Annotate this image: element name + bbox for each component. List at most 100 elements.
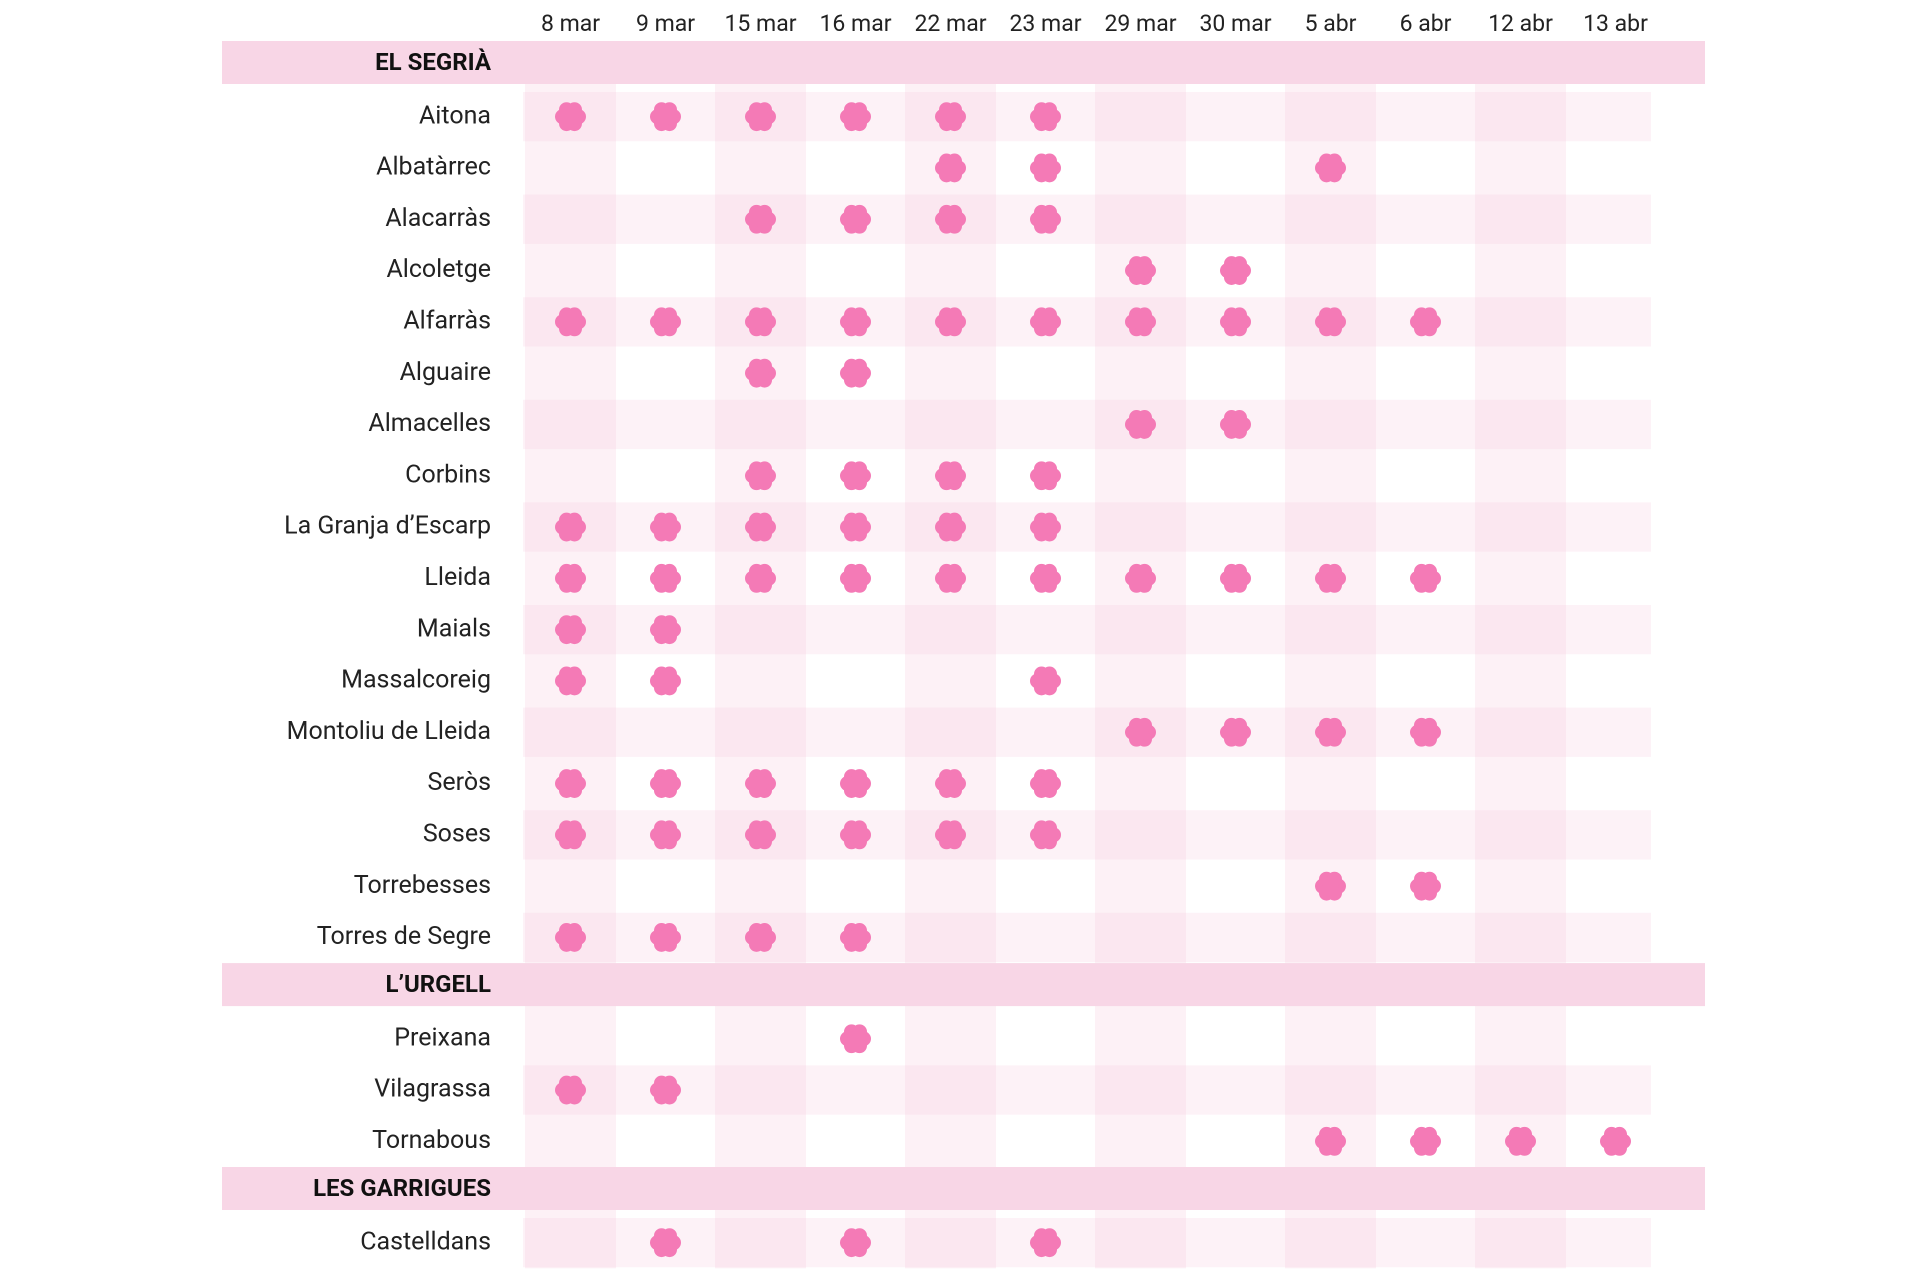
blossom bbox=[1410, 1126, 1441, 1156]
blossom bbox=[555, 307, 586, 337]
row-label: Castelldans bbox=[360, 1227, 491, 1256]
blossom bbox=[1220, 563, 1251, 593]
flower-center bbox=[1322, 878, 1339, 895]
blossom bbox=[650, 512, 681, 542]
blossom bbox=[840, 563, 871, 593]
blossom bbox=[1030, 769, 1061, 798]
flower-center bbox=[657, 1234, 674, 1251]
blossom bbox=[935, 512, 966, 542]
row-stripe bbox=[523, 810, 1651, 860]
blossom bbox=[650, 1228, 681, 1258]
flower-center bbox=[847, 467, 864, 484]
group-label: LES GARRIGUES bbox=[313, 1174, 491, 1202]
column-stripe bbox=[1475, 84, 1566, 1269]
flower-center bbox=[657, 108, 674, 125]
flower-center bbox=[752, 519, 769, 536]
flower-center bbox=[1417, 1133, 1434, 1150]
flower-center bbox=[847, 313, 864, 330]
column-stripe bbox=[1285, 84, 1376, 1269]
blossom bbox=[745, 820, 776, 850]
blossom bbox=[935, 820, 966, 850]
blossom bbox=[555, 666, 586, 696]
flower-center bbox=[657, 313, 674, 330]
flower-center bbox=[1037, 467, 1054, 484]
group-band bbox=[222, 1167, 1705, 1210]
row-label: Alfarràs bbox=[403, 306, 491, 335]
column-header: 5 abr bbox=[1305, 10, 1357, 37]
flower-center bbox=[1322, 1133, 1339, 1150]
blossom bbox=[1030, 563, 1061, 593]
flower-center bbox=[942, 211, 959, 228]
blossom bbox=[935, 153, 966, 183]
flower-center bbox=[942, 519, 959, 536]
blossom bbox=[1410, 871, 1441, 901]
column-header: 16 mar bbox=[819, 10, 891, 37]
column-header: 29 mar bbox=[1104, 10, 1176, 37]
blossom bbox=[555, 102, 586, 132]
blossom bbox=[1410, 563, 1441, 593]
flower-center bbox=[752, 775, 769, 792]
flower-center bbox=[657, 672, 674, 689]
row-label: Almacelles bbox=[368, 409, 491, 438]
flower-center bbox=[752, 365, 769, 382]
row-label: Aitona bbox=[419, 101, 491, 130]
blossom bbox=[840, 923, 871, 952]
flower-center bbox=[1037, 570, 1054, 587]
row-label: Massalcoreig bbox=[341, 666, 491, 695]
blossom bbox=[935, 563, 966, 593]
flower-center bbox=[1227, 262, 1244, 279]
flower-center bbox=[1037, 672, 1054, 689]
blossom bbox=[1125, 307, 1156, 337]
row-label: Albatàrrec bbox=[376, 153, 491, 182]
blossom bbox=[1410, 307, 1441, 337]
blossom bbox=[840, 204, 871, 234]
blossom bbox=[935, 204, 966, 234]
blossom bbox=[745, 307, 776, 337]
blossom bbox=[1220, 717, 1251, 747]
blossom bbox=[650, 666, 681, 696]
row-label: Maials bbox=[417, 614, 491, 643]
blossom bbox=[1315, 307, 1346, 337]
flower-center bbox=[752, 108, 769, 125]
group-band bbox=[222, 41, 1705, 84]
blossom bbox=[745, 512, 776, 542]
flower-center bbox=[562, 826, 579, 843]
blossom bbox=[745, 102, 776, 132]
flower-center bbox=[562, 570, 579, 587]
blossom bbox=[840, 358, 871, 388]
flower-center bbox=[942, 159, 959, 176]
flower-center bbox=[1132, 262, 1149, 279]
group-band bbox=[222, 963, 1705, 1007]
blossom bbox=[1505, 1126, 1536, 1156]
flower-center bbox=[562, 1082, 579, 1099]
flower-center bbox=[1132, 724, 1149, 741]
row-stripe bbox=[523, 92, 1651, 142]
row-label: Alacarràs bbox=[385, 204, 491, 233]
row-label: La Granja d’Escarp bbox=[284, 512, 491, 541]
flower-center bbox=[847, 519, 864, 536]
flower-center bbox=[657, 519, 674, 536]
flower-center bbox=[1322, 724, 1339, 741]
row-label: Montoliu de Lleida bbox=[287, 717, 491, 746]
blossom bbox=[1030, 307, 1061, 337]
row-label: Soses bbox=[423, 819, 491, 848]
row-label: Vilagrassa bbox=[374, 1075, 491, 1104]
blossom bbox=[1030, 102, 1061, 132]
column-header: 12 abr bbox=[1488, 10, 1553, 37]
blossom bbox=[1125, 563, 1156, 593]
flower-center bbox=[942, 775, 959, 792]
flower-center bbox=[1037, 519, 1054, 536]
blossom bbox=[555, 923, 586, 952]
flower-center bbox=[847, 365, 864, 382]
flower-center bbox=[1037, 775, 1054, 792]
flower-center bbox=[1417, 313, 1434, 330]
flower-center bbox=[562, 108, 579, 125]
row-stripe bbox=[523, 1218, 1651, 1268]
column-header: 30 mar bbox=[1199, 10, 1271, 37]
flower-center bbox=[657, 826, 674, 843]
blossom bbox=[935, 102, 966, 132]
blossom bbox=[1410, 717, 1441, 747]
flower-center bbox=[1037, 1234, 1054, 1251]
flower-center bbox=[752, 313, 769, 330]
column-header: 22 mar bbox=[914, 10, 986, 37]
